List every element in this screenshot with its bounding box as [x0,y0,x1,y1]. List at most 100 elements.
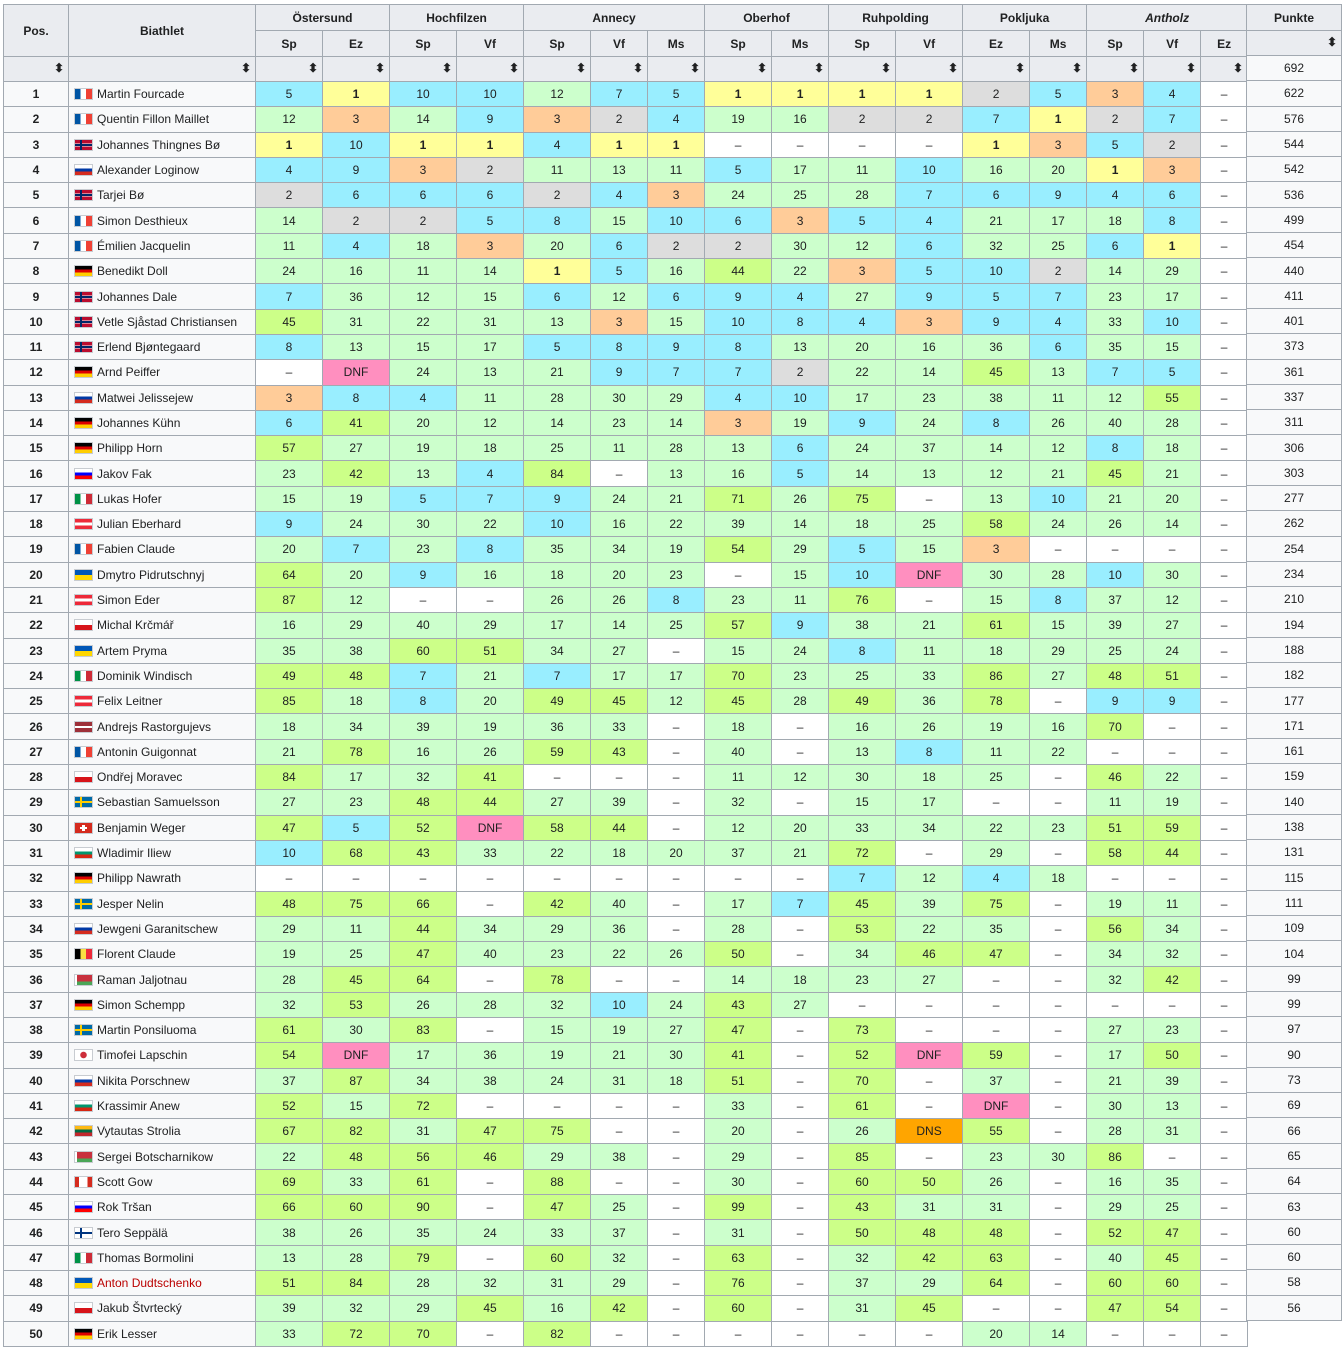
result-cell: 3 [771,207,830,234]
athlete-link[interactable]: Johannes Kühn [97,416,181,430]
result-cell: 9 [255,511,323,538]
athlete-link[interactable]: Erlend Bjøntegaard [97,340,201,355]
points-cell: 303 [1246,459,1342,487]
sort-button-hochfilzen-vf[interactable] [456,56,525,82]
flag-icon-ita [74,492,93,505]
athlete-link[interactable]: Philipp Nawrath [97,871,182,886]
sort-button-annecy-ms[interactable] [647,56,706,82]
sort-button-antholz-ez[interactable] [1200,56,1249,82]
result-cell: 5 [828,536,897,563]
result-cell: 68 [321,839,391,867]
athlete-link[interactable]: Artem Pryma [97,643,168,658]
athlete-link[interactable]: Johannes Thingnes Bø [97,137,221,152]
result-cell: 24 [321,511,391,538]
athlete-link[interactable]: Andrejs Rastorgujevs [97,719,212,734]
result-cell: 39 [1143,1067,1202,1094]
points-cell: 188 [1246,636,1342,664]
athlete-link[interactable]: Sebastian Samuelsson [97,795,220,810]
sort-button-annecy-sp[interactable] [523,56,592,82]
athlete-link[interactable]: Raman Jaljotnau [97,972,188,987]
result-cell: DNF [456,814,525,841]
athlete-link[interactable]: Benjamin Weger [97,820,186,835]
athlete-link[interactable]: Martin Ponsiluoma [97,1023,197,1038]
athlete-link[interactable]: Scott Gow [97,1174,153,1189]
athlete-link[interactable]: Johannes Dale [97,289,178,304]
result-cell: – [1029,536,1088,563]
athlete-link[interactable]: Arnd Peiffer [97,365,161,380]
sort-button-points[interactable] [1246,30,1342,56]
result-cell: 23 [771,662,830,690]
result-cell: – [1200,1219,1249,1246]
points-row: 361 [1246,358,1342,385]
athlete-link[interactable]: Ondřej Moravec [97,770,183,785]
result-cell: 5 [828,207,897,234]
athlete-cell: Andrejs Rastorgujevs [68,713,256,740]
result-cell: 31 [1143,1118,1202,1145]
athlete-link[interactable]: Erik Lesser [97,1326,158,1341]
sort-button-ostersund-ez[interactable] [321,56,391,82]
result-cell: – [771,1244,830,1271]
athlete-link[interactable]: Vytautas Strolia [97,1124,181,1139]
result-cell: 14 [647,409,706,437]
athlete-link[interactable]: Timofei Lapschin [97,1048,188,1063]
athlete-link[interactable]: Wladimir Iliew [97,846,172,861]
athlete-link[interactable]: Dmytro Pidrutschnyj [97,567,205,582]
athlete-link[interactable]: Nikita Porschnew [97,1073,190,1088]
athlete-link[interactable]: Dominik Windisch [97,668,193,683]
athlete-link[interactable]: Alexander Loginow [97,163,200,178]
athlete-link[interactable]: Philipp Horn [97,441,163,456]
athlete-link[interactable]: Antonin Guigonnat [97,744,197,759]
athlete-link[interactable]: Benedikt Doll [97,264,168,279]
result-cell: 19 [647,536,706,563]
athlete-link[interactable]: Lukas Hofer [97,491,162,506]
rank-cell: 30 [3,814,69,841]
athlete-link[interactable]: Vetle Sjåstad Christiansen [97,314,238,329]
flag-icon-ita [74,1251,93,1264]
athlete-link[interactable]: Anton Dudtschenko [97,1276,202,1291]
result-cell: 34 [828,941,897,968]
athlete-link[interactable]: Thomas Bormolini [97,1250,194,1265]
athlete-link[interactable]: Martin Fourcade [97,87,185,102]
table-row: 36 Raman Jaljotnau 28 45 64–78– –14 18 23 27– –32… [3,966,1249,993]
athlete-link[interactable]: Tarjei Bø [97,188,145,203]
result-cell: 25 [1143,1194,1202,1221]
sort-button-pokljuka-ms[interactable] [1029,56,1088,82]
points-cell: 210 [1246,586,1342,613]
sort-button-annecy-vf[interactable] [590,56,649,82]
athlete-link[interactable]: Jakov Fak [97,466,152,481]
athlete-link[interactable]: Quentin Fillon Maillet [97,112,210,127]
athlete-link[interactable]: Florent Claude [97,947,176,962]
sort-button-ruhpolding-sp[interactable] [828,56,897,82]
result-cell: 10 [647,207,706,234]
sort-button-antholz-vf[interactable] [1143,56,1202,82]
sort-button-pokljuka-ez[interactable] [962,56,1031,82]
sort-button-ostersund-sp[interactable] [255,56,323,82]
athlete-link[interactable]: Simon Eder [97,593,160,608]
sort-button-pos[interactable] [3,56,69,82]
sort-button-athlete[interactable] [68,56,256,82]
sort-button-oberhof-ms[interactable] [771,56,830,82]
athlete-link[interactable]: Simon Schempp [97,997,186,1012]
sort-button-ruhpolding-vf[interactable] [895,56,964,82]
result-cell: – [771,1016,830,1044]
athlete-link[interactable]: Jewgeni Garanitschew [97,921,218,936]
result-cell: 15 [771,561,830,588]
athlete-link[interactable]: Simon Desthieux [97,213,188,228]
result-cell: 16 [895,333,964,361]
sort-button-hochfilzen-sp[interactable] [389,56,458,82]
sort-button-oberhof-sp[interactable] [704,56,773,82]
athlete-link[interactable]: Michal Krčmář [97,618,174,633]
athlete-link[interactable]: Jakub Štvrtecký [97,1301,182,1316]
athlete-link[interactable]: Fabien Claude [97,542,176,557]
athlete-link[interactable]: Krassimir Anew [97,1099,180,1114]
athlete-link[interactable]: Julian Eberhard [97,517,182,532]
sort-button-antholz-sp[interactable] [1086,56,1145,82]
athlete-link[interactable]: Matwei Jelissejew [97,390,194,405]
athlete-link[interactable]: Émilien Jacquelin [97,238,191,253]
athlete-link[interactable]: Sergei Botscharnikow [97,1149,214,1164]
athlete-link[interactable]: Tero Seppälä [97,1225,168,1240]
athlete-link[interactable]: Felix Leitner [97,694,163,709]
athlete-link[interactable]: Jesper Nelin [97,896,164,911]
athlete-link[interactable]: Rok Tršan [97,1200,152,1215]
result-cell: 1 [590,131,649,158]
